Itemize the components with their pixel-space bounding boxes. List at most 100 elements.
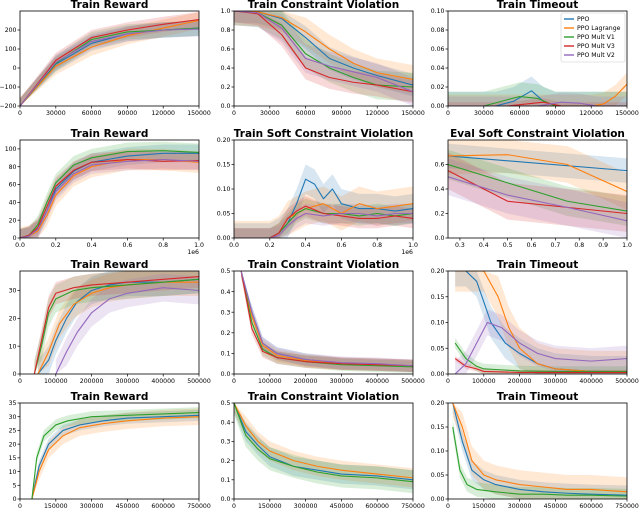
series-line-ppo-mult-v3 <box>234 205 413 238</box>
x-tick-label: 0.8 <box>574 242 584 249</box>
x-tick-label: 60000 <box>296 110 316 117</box>
series-line-ppo-mult-v1 <box>454 342 627 372</box>
x-tick-label: 450000 <box>330 503 354 508</box>
plot-area <box>448 72 627 106</box>
x-tick-label: 60000 <box>510 110 530 117</box>
x-tick-label: 1.0 <box>622 242 632 249</box>
band-ppo-mult-v2 <box>234 11 413 106</box>
subplot-title: Train Timeout <box>497 0 579 11</box>
y-tick-label: 0.10 <box>217 186 231 193</box>
subplot-11: Train Constraint Violation 0 150000 300000 4… <box>221 391 425 508</box>
legend-entry: PPO Lagrange <box>577 25 621 32</box>
band-ppo-lagrange <box>234 403 413 488</box>
subplot-1: Train Reward 0 30000 60000 90000 120000 150000… <box>0 0 211 117</box>
y-tick-label: 0 <box>13 371 17 378</box>
x-tick-label: 150000 <box>187 110 211 117</box>
x-tick-label: 750000 <box>401 503 425 508</box>
x-tick-label: 500000 <box>401 378 425 385</box>
subplot-12: Train Timeout 0 150000 300000 450000 600000 75… <box>431 391 639 508</box>
y-tick-label: −200 <box>0 103 17 110</box>
x-tick-label: 150000 <box>401 110 425 117</box>
series-line-ppo <box>448 155 627 172</box>
x-tick-label: 0.0 <box>15 242 25 249</box>
band-ppo <box>234 403 413 490</box>
axes-frame <box>447 10 628 107</box>
series-line-ppo-mult-v2 <box>234 11 413 93</box>
x-tick-label: 0.6 <box>336 242 346 249</box>
subplot-5: Train Soft Constraint Violation 0.0 0.2 0.4… <box>217 128 418 256</box>
x-tick-label: 750000 <box>615 503 639 508</box>
y-tick-label: 0.2 <box>221 458 231 465</box>
x-tick-label: 100000 <box>44 378 68 385</box>
band-ppo-lagrange <box>37 271 199 374</box>
series-line-ppo-mult-v3 <box>33 276 199 374</box>
series-line-ppo <box>452 403 627 496</box>
series-line-ppo-lagrange <box>448 154 627 192</box>
y-tick-label: 0.4 <box>435 186 445 193</box>
axes-frame <box>233 270 414 375</box>
plot-area <box>31 407 199 499</box>
band-ppo-mult-v1 <box>448 149 627 226</box>
band-ppo-lagrange <box>20 11 199 106</box>
plot-area <box>33 271 199 374</box>
x-tick-label: 0 <box>18 503 22 508</box>
y-tick-label: 0.08 <box>431 27 445 34</box>
x-tick-label: 200000 <box>294 378 318 385</box>
x-tick-label: 0 <box>18 378 22 385</box>
subplot-title: Train Reward <box>71 259 149 271</box>
x-tick-label: 500000 <box>615 378 639 385</box>
x-tick-label: 0.8 <box>158 242 168 249</box>
x-tick-label: 120000 <box>151 110 175 117</box>
x-tick-label: 200000 <box>508 378 532 385</box>
y-tick-label: 0.20 <box>431 268 445 275</box>
band-ppo-lagrange <box>234 186 413 238</box>
axes-frame <box>19 270 200 375</box>
y-tick-label: 0.1 <box>221 477 231 484</box>
series-line-ppo-mult-v2 <box>55 287 199 374</box>
y-tick-label: 0.0 <box>435 235 445 242</box>
band-ppo-mult-v2 <box>448 92 627 106</box>
band-ppo <box>448 76 627 106</box>
x-tick-label: 400000 <box>579 378 603 385</box>
y-tick-label: 0.5 <box>221 268 231 275</box>
series-line-ppo-mult-v3 <box>448 101 627 106</box>
y-tick-label: 0.8 <box>221 27 231 34</box>
band-ppo-lagrange <box>448 140 627 210</box>
y-tick-label: 30 <box>9 288 17 295</box>
legend-entry: PPO Mult V2 <box>577 52 615 59</box>
y-tick-label: 0.2 <box>221 84 231 91</box>
x-tick-label: 0.4 <box>479 242 489 249</box>
plot-area <box>234 11 413 106</box>
series-line-ppo-mult-v2 <box>20 28 199 106</box>
band-ppo-mult-v2 <box>55 273 199 374</box>
axes-frame <box>19 402 200 500</box>
x-tick-label: 0.0 <box>229 242 239 249</box>
x-tick-label: 30000 <box>46 110 66 117</box>
series-line-ppo-mult-v2 <box>454 321 627 374</box>
x-tick-label: 100000 <box>258 378 282 385</box>
x-tick-label: 150000 <box>258 503 282 508</box>
y-tick-label: 0.2 <box>435 211 445 218</box>
y-tick-label: 0.15 <box>431 294 445 301</box>
band-ppo-mult-v1 <box>241 271 413 373</box>
x-tick-label: 1.0 <box>408 242 418 249</box>
y-tick-label: 0.20 <box>217 137 231 144</box>
subplot-7: Train Reward 0 100000 200000 300000 400000 500… <box>9 259 211 385</box>
y-tick-label: 1.0 <box>221 8 231 15</box>
subplot-title: Eval Soft Constraint Violation <box>450 128 625 140</box>
band-ppo-mult-v3 <box>20 150 199 238</box>
x-tick-label: 0.9 <box>598 242 608 249</box>
subplot-3: Train Timeout 0 30000 60000 90000 120000 15000… <box>431 0 639 117</box>
subplot-title: Train Timeout <box>497 259 579 271</box>
y-tick-label: 0.6 <box>435 162 445 169</box>
x-tick-label: 1.0 <box>194 242 204 249</box>
x-tick-label: 200000 <box>80 378 104 385</box>
band-ppo <box>31 409 199 499</box>
band-ppo <box>455 271 627 374</box>
y-tick-label: 0.15 <box>217 162 231 169</box>
y-tick-label: 0.0 <box>221 371 231 378</box>
subplot-2: Train Constraint Violation 0 30000 60000 900… <box>221 0 425 117</box>
y-tick-label: 30 <box>9 414 17 421</box>
series-line-ppo-lagrange <box>452 403 627 493</box>
